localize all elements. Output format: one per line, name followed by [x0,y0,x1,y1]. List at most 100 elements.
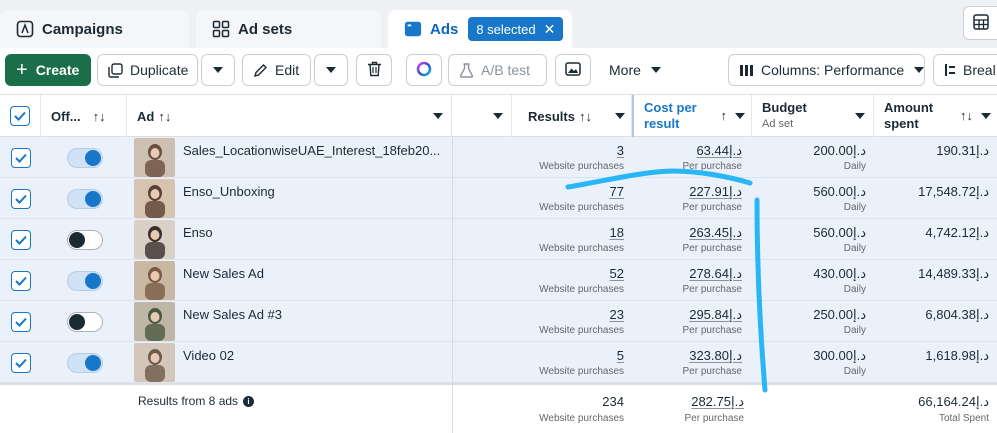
ad-thumbnail-image [134,261,175,300]
delivery-toggle[interactable] [67,352,103,373]
cost-value[interactable]: 295.84د.إ [689,307,742,322]
cost-per-result-header[interactable]: Cost per result ↑ [632,95,752,137]
more-label: More [609,62,641,78]
budget-value[interactable]: 300.00د.إ [813,348,866,363]
tab-adsets[interactable]: Ad sets [196,10,381,48]
budget-value[interactable]: 200.00د.إ [813,143,866,158]
cost-value[interactable]: 63.44د.إ [696,143,742,158]
ad-thumbnail[interactable] [134,220,175,259]
row-checkbox[interactable] [10,352,31,373]
sort-icon[interactable]: ↑↓ [92,108,106,124]
delivery-toggle[interactable] [67,188,103,209]
preview-button[interactable] [555,54,591,86]
budget-value[interactable]: 430.00د.إ [813,266,866,281]
ad-name[interactable]: New Sales Ad [183,266,264,281]
table-row[interactable]: Video 02 5 Website purchases 323.80د.إ P… [0,342,997,383]
cost-value[interactable]: 227.91د.إ [689,184,742,199]
budget-value[interactable]: 250.00د.إ [813,307,866,322]
columns-button[interactable]: Columns: Performance [728,54,925,86]
selection-badge[interactable]: 8 selected ✕ [468,17,564,41]
off-on-header[interactable]: Off... ↑↓ [41,95,127,137]
ad-thumbnail[interactable] [134,261,175,300]
results-value[interactable]: 5 [616,348,624,363]
sort-ascending-icon[interactable]: ↑ [720,108,728,123]
row-toggle-cell [67,219,107,260]
ad-name[interactable]: Sales_LocationwiseUAE_Interest_18feb20..… [183,143,441,158]
ad-name[interactable]: New Sales Ad #3 [183,307,283,322]
duplicate-button[interactable]: Duplicate [97,54,198,86]
edit-dropdown[interactable] [314,54,348,86]
table-row[interactable]: New Sales Ad 52 Website purchases 278.64… [0,260,997,301]
sort-icon[interactable]: ↑↓ [158,108,172,124]
delivery-toggle[interactable] [67,270,103,291]
chevron-down-icon[interactable] [433,113,443,119]
create-button[interactable]: + Create [5,54,91,86]
chevron-down-icon[interactable] [981,113,991,119]
more-button[interactable]: More [598,54,677,86]
cost-label: Per purchase [682,161,742,172]
ad-header[interactable]: Ad ↑↓ [127,95,452,137]
off-on-header-label: Off... [51,108,81,124]
ad-name[interactable]: Enso [183,225,213,240]
chevron-down-icon[interactable] [615,113,625,119]
toggle-knob [69,231,85,248]
sort-icon[interactable]: ↑↓ [960,108,973,123]
delivery-toggle[interactable] [67,311,103,332]
results-value[interactable]: 18 [609,225,624,240]
amount-spent-value: 190.31د.إ [936,143,989,158]
ad-thumbnail[interactable] [134,179,175,218]
budget-header[interactable]: Budget Ad set [752,95,874,137]
table-row[interactable]: Enso 18 Website purchases 263.45د.إ Per … [0,219,997,260]
delivery-toggle[interactable] [67,229,103,250]
row-checkbox[interactable] [10,147,31,168]
ad-thumbnail[interactable] [134,138,175,177]
ad-thumbnail[interactable] [134,302,175,341]
ad-name[interactable]: Video 02 [183,348,235,363]
delivery-toggle[interactable] [67,147,103,168]
table-layout-button[interactable] [963,6,997,40]
tab-campaigns[interactable]: Campaigns [0,10,189,48]
budget-value[interactable]: 560.00د.إ [813,225,866,240]
select-all-checkbox[interactable] [10,106,30,126]
chevron-down-icon [914,67,924,73]
chevron-down-icon[interactable] [493,113,503,119]
delete-button[interactable] [356,54,392,86]
chevron-down-icon[interactable] [855,113,865,119]
sort-icon[interactable]: ↑↓ [578,108,592,124]
results-value[interactable]: 77 [609,184,624,199]
ad-thumbnail[interactable] [134,343,175,382]
budget-value[interactable]: 560.00د.إ [813,184,866,199]
breakdown-button[interactable]: Breal [933,54,997,86]
ab-test-button[interactable]: A/B test [448,54,547,86]
edit-button[interactable]: Edit [242,54,311,86]
info-icon[interactable]: i [243,395,255,407]
tab-ads[interactable]: Ads 8 selected ✕ [388,10,572,48]
results-header[interactable]: Results ↑↓ [512,95,632,137]
check-icon [14,317,27,327]
cost-value[interactable]: 323.80د.إ [689,348,742,363]
toggle-knob [85,354,101,371]
cost-value[interactable]: 263.45د.إ [689,225,742,240]
cost-value[interactable]: 278.64د.إ [689,266,742,281]
ad-name[interactable]: Enso_Unboxing [183,184,275,199]
results-value[interactable]: 23 [609,307,624,322]
chevron-down-icon[interactable] [735,113,745,119]
table-row[interactable]: Enso_Unboxing 77 Website purchases 227.9… [0,178,997,219]
results-label: Website purchases [539,202,624,213]
results-label: Website purchases [539,243,624,254]
row-checkbox[interactable] [10,229,31,250]
row-toggle-cell [67,137,107,178]
table-row[interactable]: Sales_LocationwiseUAE_Interest_18feb20..… [0,137,997,178]
results-value[interactable]: 52 [609,266,624,281]
table-row[interactable]: New Sales Ad #3 23 Website purchases 295… [0,301,997,342]
toggle-knob [85,190,101,207]
amount-spent-header[interactable]: Amount spent ↑↓ [874,95,997,137]
row-checkbox[interactable] [10,270,31,291]
row-checkbox[interactable] [10,311,31,332]
row-checkbox[interactable] [10,188,31,209]
advantage-button[interactable] [406,54,442,86]
hidden-column-header[interactable] [452,95,512,137]
duplicate-dropdown[interactable] [201,54,235,86]
results-value[interactable]: 3 [616,143,624,158]
close-icon[interactable]: ✕ [543,20,556,37]
